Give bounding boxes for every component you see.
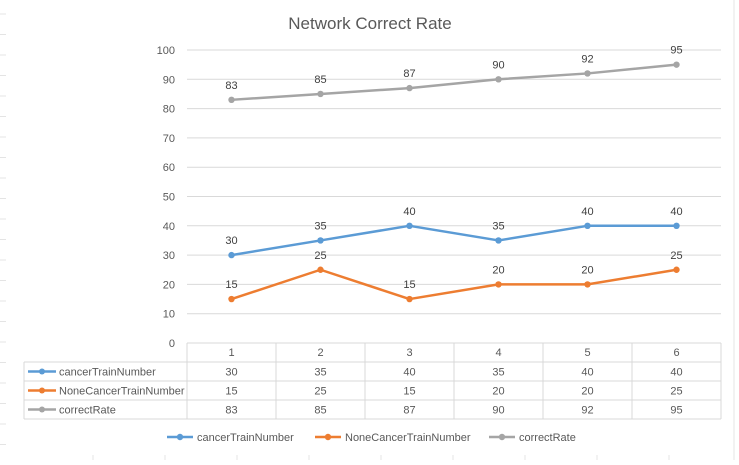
gridlines bbox=[187, 49, 721, 344]
x-category-label: 1 bbox=[228, 347, 234, 359]
table-cell-value: 40 bbox=[403, 367, 415, 379]
y-tick-label: 60 bbox=[163, 162, 175, 174]
data-label: 25 bbox=[314, 250, 326, 262]
series-line bbox=[230, 268, 678, 301]
chart-title: Network Correct Rate bbox=[288, 14, 451, 33]
data-labels: 30 35 40 35 40 40 15 25 15 20 20 25 83 85 87 90 92 95 bbox=[225, 45, 682, 291]
data-point bbox=[317, 90, 324, 98]
table-cell-value: 87 bbox=[403, 405, 415, 417]
data-point bbox=[673, 61, 680, 68]
legend-key-marker bbox=[176, 433, 184, 441]
data-label: 20 bbox=[492, 264, 504, 276]
data-point bbox=[584, 281, 591, 288]
y-tick-label: 0 bbox=[169, 338, 175, 350]
data-label: 40 bbox=[581, 206, 593, 218]
y-tick-label: 90 bbox=[163, 74, 175, 86]
y-tick-label: 50 bbox=[163, 192, 175, 204]
y-tick-label: 30 bbox=[163, 250, 175, 262]
table-cell-value: 20 bbox=[492, 386, 504, 398]
series-line bbox=[230, 63, 678, 102]
table-legend-key-marker bbox=[39, 387, 45, 394]
data-label: 90 bbox=[492, 59, 504, 71]
table-cell-value: 30 bbox=[225, 367, 237, 379]
data-point bbox=[495, 76, 502, 83]
data-point bbox=[495, 237, 502, 244]
data-label: 92 bbox=[581, 53, 593, 65]
y-tick-label: 100 bbox=[157, 45, 175, 57]
data-label: 87 bbox=[403, 68, 415, 80]
data-point bbox=[317, 237, 324, 244]
data-point bbox=[673, 222, 680, 229]
data-point bbox=[406, 295, 413, 303]
data-label: 40 bbox=[403, 206, 415, 218]
y-axis-tick-labels: 0 10 20 30 40 50 60 70 80 90 100 bbox=[157, 45, 175, 350]
table-cell-value: 25 bbox=[670, 386, 682, 398]
legend-key-marker bbox=[498, 433, 506, 441]
data-point bbox=[406, 84, 413, 92]
data-point bbox=[228, 295, 235, 303]
table-cell-value: 25 bbox=[314, 386, 326, 398]
table-cell-value: 90 bbox=[492, 405, 504, 417]
y-tick-label: 70 bbox=[163, 133, 175, 145]
y-tick-label: 40 bbox=[163, 221, 175, 233]
data-point bbox=[228, 96, 235, 104]
legend-key-marker bbox=[324, 433, 332, 441]
data-point bbox=[584, 70, 591, 77]
data-label: 35 bbox=[314, 220, 326, 232]
legend-label: correctRate bbox=[519, 432, 576, 444]
data-label: 25 bbox=[670, 250, 682, 262]
data-label: 40 bbox=[670, 206, 682, 218]
table-cell-value: 40 bbox=[670, 367, 682, 379]
legend: cancerTrainNumber NoneCancerTrainNumber co… bbox=[167, 432, 576, 444]
y-tick-label: 20 bbox=[163, 279, 175, 291]
table-cell-value: 83 bbox=[225, 405, 237, 417]
table-cell-value: 95 bbox=[670, 405, 682, 417]
x-category-label: 3 bbox=[406, 347, 412, 359]
table-cell-value: 35 bbox=[492, 367, 504, 379]
x-category-label: 6 bbox=[673, 347, 679, 359]
data-label: 15 bbox=[225, 279, 237, 291]
series-line bbox=[230, 224, 678, 257]
data-point bbox=[584, 222, 591, 229]
table-cell-value: 15 bbox=[225, 386, 237, 398]
data-table: 1 2 3 4 5 6 cancerTrainNumber 30 35 40 35 40 40 NoneC… bbox=[23, 342, 722, 420]
data-label: 83 bbox=[225, 80, 237, 92]
y-tick-label: 80 bbox=[163, 104, 175, 116]
x-category-label: 5 bbox=[584, 347, 590, 359]
table-legend-key-marker bbox=[39, 368, 45, 375]
table-series-name: NoneCancerTrainNumber bbox=[59, 386, 185, 398]
table-legend-key-marker bbox=[39, 406, 45, 413]
legend-label: cancerTrainNumber bbox=[197, 432, 294, 444]
data-point bbox=[495, 281, 502, 288]
table-cell-value: 85 bbox=[314, 405, 326, 417]
data-point bbox=[406, 222, 413, 229]
data-label: 30 bbox=[225, 235, 237, 247]
data-label: 20 bbox=[581, 264, 593, 276]
table-series-name: correctRate bbox=[59, 405, 116, 417]
table-series-name: cancerTrainNumber bbox=[59, 367, 156, 379]
data-label: 15 bbox=[403, 279, 415, 291]
x-category-label: 2 bbox=[317, 347, 323, 359]
legend-label: NoneCancerTrainNumber bbox=[345, 432, 471, 444]
data-point bbox=[673, 266, 680, 273]
data-label: 95 bbox=[670, 45, 682, 57]
table-cell-value: 35 bbox=[314, 367, 326, 379]
series-lines bbox=[228, 61, 680, 303]
table-cell-value: 15 bbox=[403, 386, 415, 398]
data-point bbox=[317, 266, 324, 273]
x-category-label: 4 bbox=[495, 347, 501, 359]
table-cell-value: 92 bbox=[581, 405, 593, 417]
table-cell-value: 40 bbox=[581, 367, 593, 379]
data-label: 35 bbox=[492, 220, 504, 232]
y-tick-label: 10 bbox=[163, 309, 175, 321]
data-label: 85 bbox=[314, 74, 326, 86]
data-point bbox=[228, 251, 235, 259]
table-cell-value: 20 bbox=[581, 386, 593, 398]
